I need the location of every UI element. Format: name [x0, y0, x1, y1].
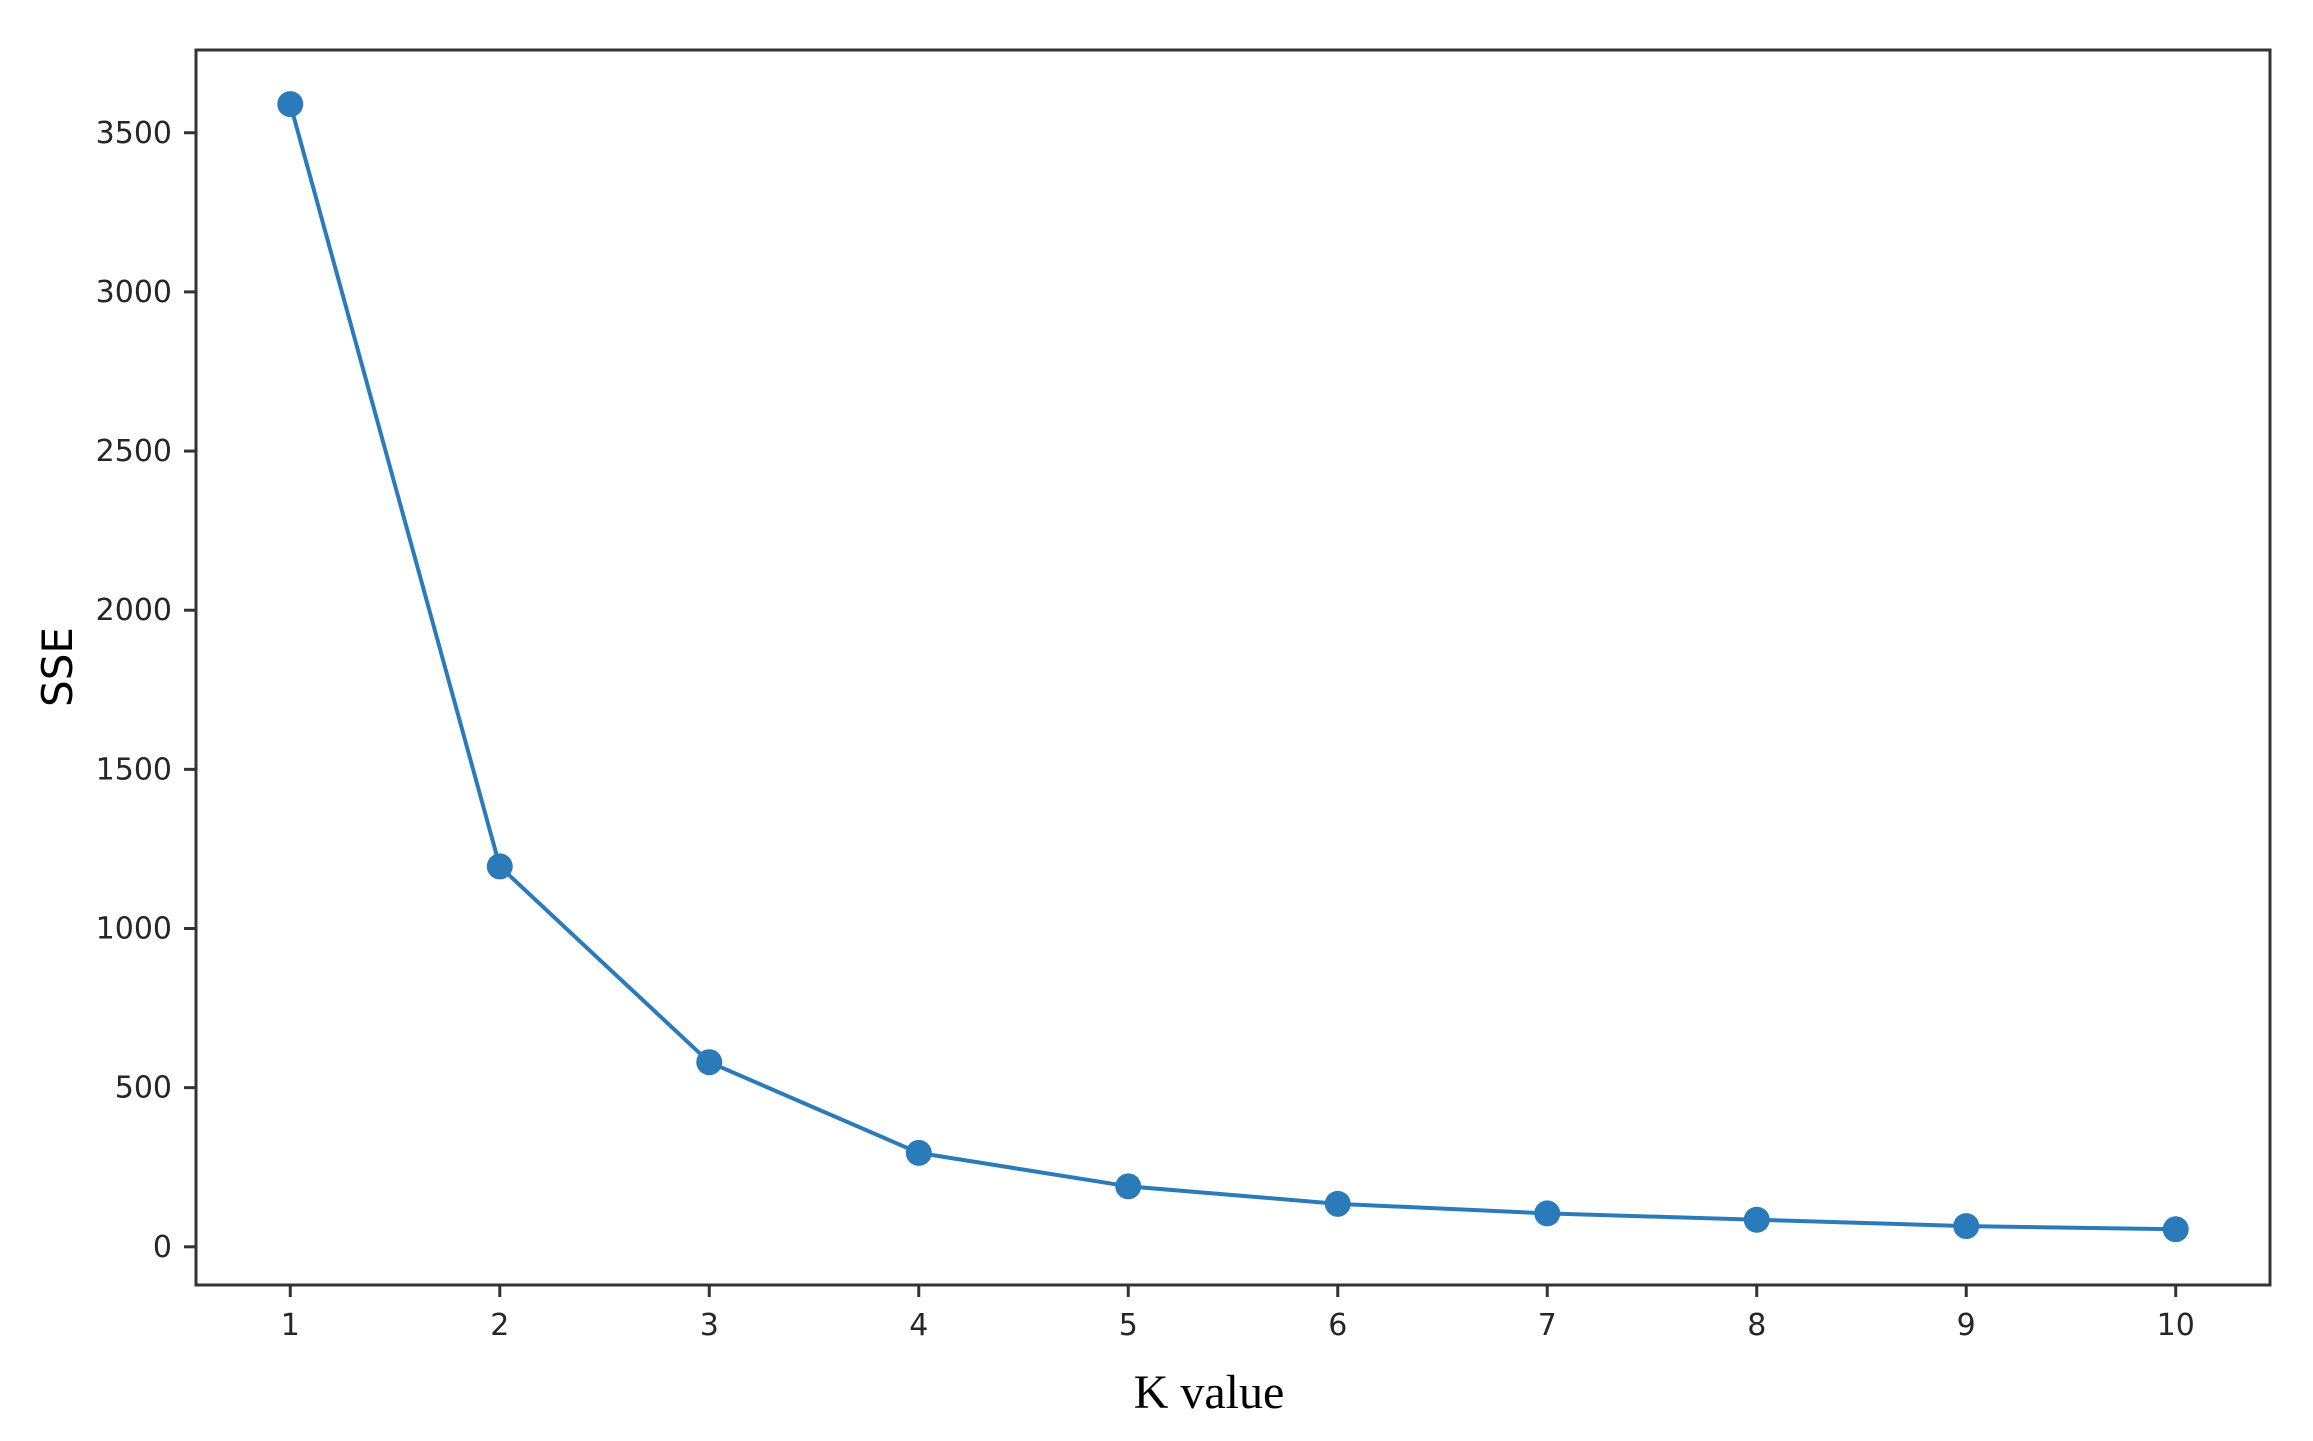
x-tick-label: 3: [700, 1308, 719, 1343]
data-point: [1953, 1213, 1980, 1240]
x-axis-label: K value: [1134, 1366, 1285, 1419]
x-tick-label: 2: [490, 1308, 509, 1343]
series-layer: [277, 91, 2189, 1243]
data-point: [1534, 1200, 1561, 1227]
data-point: [2162, 1216, 2189, 1243]
y-axis: 0 500 1000 1500 2000 2500 3000 3500: [96, 116, 196, 1265]
x-tick-label: 4: [909, 1308, 928, 1343]
x-tick-label: 5: [1119, 1308, 1138, 1343]
y-tick-label: 2500: [96, 434, 172, 469]
data-point: [1115, 1173, 1142, 1200]
y-tick-label: 2000: [96, 593, 172, 628]
data-point: [905, 1139, 932, 1166]
data-point: [1743, 1206, 1770, 1233]
series-line: [288, 102, 2178, 1232]
data-point: [277, 91, 304, 118]
y-tick-label: 0: [153, 1230, 172, 1265]
y-tick-label: 1500: [96, 752, 172, 787]
x-tick-label: 6: [1328, 1308, 1347, 1343]
y-tick-label: 3000: [96, 275, 172, 310]
x-tick-label: 1: [281, 1308, 300, 1343]
data-point: [696, 1049, 723, 1076]
y-tick-label: 500: [115, 1071, 172, 1106]
plot-frame: [194, 48, 2272, 1287]
data-point: [1324, 1190, 1351, 1217]
x-tick-label: 10: [2157, 1308, 2195, 1343]
x-tick-label: 7: [1538, 1308, 1557, 1343]
y-tick-label: 1000: [96, 912, 172, 947]
data-point: [486, 853, 513, 880]
y-tick-label: 3500: [96, 116, 172, 151]
y-axis-label: SSE: [33, 627, 82, 707]
x-tick-label: 8: [1747, 1308, 1766, 1343]
plot-area-background: [196, 50, 2270, 1285]
x-axis: 1 2 3 4 5 6 7 8 9 10: [281, 1285, 2195, 1343]
x-tick-label: 9: [1957, 1308, 1976, 1343]
